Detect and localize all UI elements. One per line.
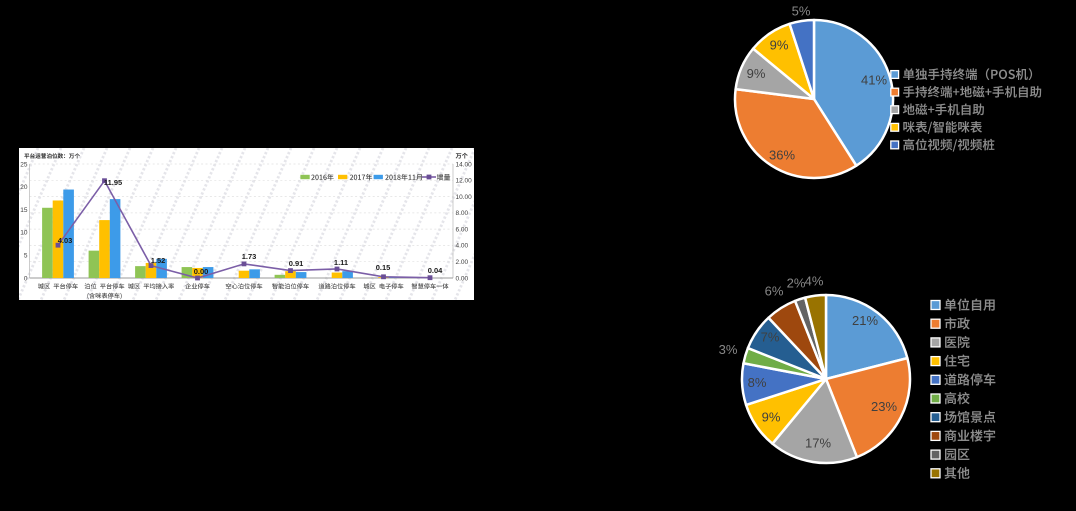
svg-text:36%: 36% <box>769 148 795 163</box>
svg-text:0.15: 0.15 <box>376 263 391 272</box>
svg-text:15: 15 <box>20 207 28 214</box>
svg-text:2.00: 2.00 <box>456 259 469 266</box>
svg-text:6%: 6% <box>765 284 784 299</box>
svg-text:8%: 8% <box>748 375 767 390</box>
svg-text:14.00: 14.00 <box>456 161 473 168</box>
svg-text:1.73: 1.73 <box>242 252 257 261</box>
svg-text:5%: 5% <box>792 4 811 19</box>
svg-text:0.91: 0.91 <box>289 259 304 268</box>
svg-text:23%: 23% <box>871 399 897 414</box>
svg-text:1.52: 1.52 <box>151 256 166 265</box>
svg-text:17%: 17% <box>805 436 831 451</box>
svg-text:25: 25 <box>20 161 28 168</box>
svg-text:20: 20 <box>20 184 28 191</box>
svg-text:4.00: 4.00 <box>456 243 469 250</box>
svg-text:7%: 7% <box>761 330 780 345</box>
svg-text:0.00: 0.00 <box>456 275 469 282</box>
svg-text:11.95: 11.95 <box>104 178 122 187</box>
svg-text:10: 10 <box>20 230 28 237</box>
svg-text:10.00: 10.00 <box>456 194 473 201</box>
svg-text:5: 5 <box>24 253 28 260</box>
svg-text:12.00: 12.00 <box>456 178 473 185</box>
svg-text:9%: 9% <box>747 66 766 81</box>
svg-text:3%: 3% <box>719 342 738 357</box>
svg-text:8.00: 8.00 <box>456 210 469 217</box>
svg-text:21%: 21% <box>852 313 878 328</box>
svg-text:9%: 9% <box>770 38 789 53</box>
svg-text:1.11: 1.11 <box>334 258 348 267</box>
svg-text:4.03: 4.03 <box>58 236 73 245</box>
svg-text:4%: 4% <box>805 274 824 289</box>
svg-text:0: 0 <box>24 275 28 282</box>
svg-text:2%: 2% <box>787 276 806 291</box>
svg-text:0.04: 0.04 <box>428 266 443 275</box>
svg-text:9%: 9% <box>762 410 781 425</box>
svg-text:6.00: 6.00 <box>456 226 469 233</box>
svg-text:41%: 41% <box>861 73 887 88</box>
svg-text:0.00: 0.00 <box>194 267 209 276</box>
